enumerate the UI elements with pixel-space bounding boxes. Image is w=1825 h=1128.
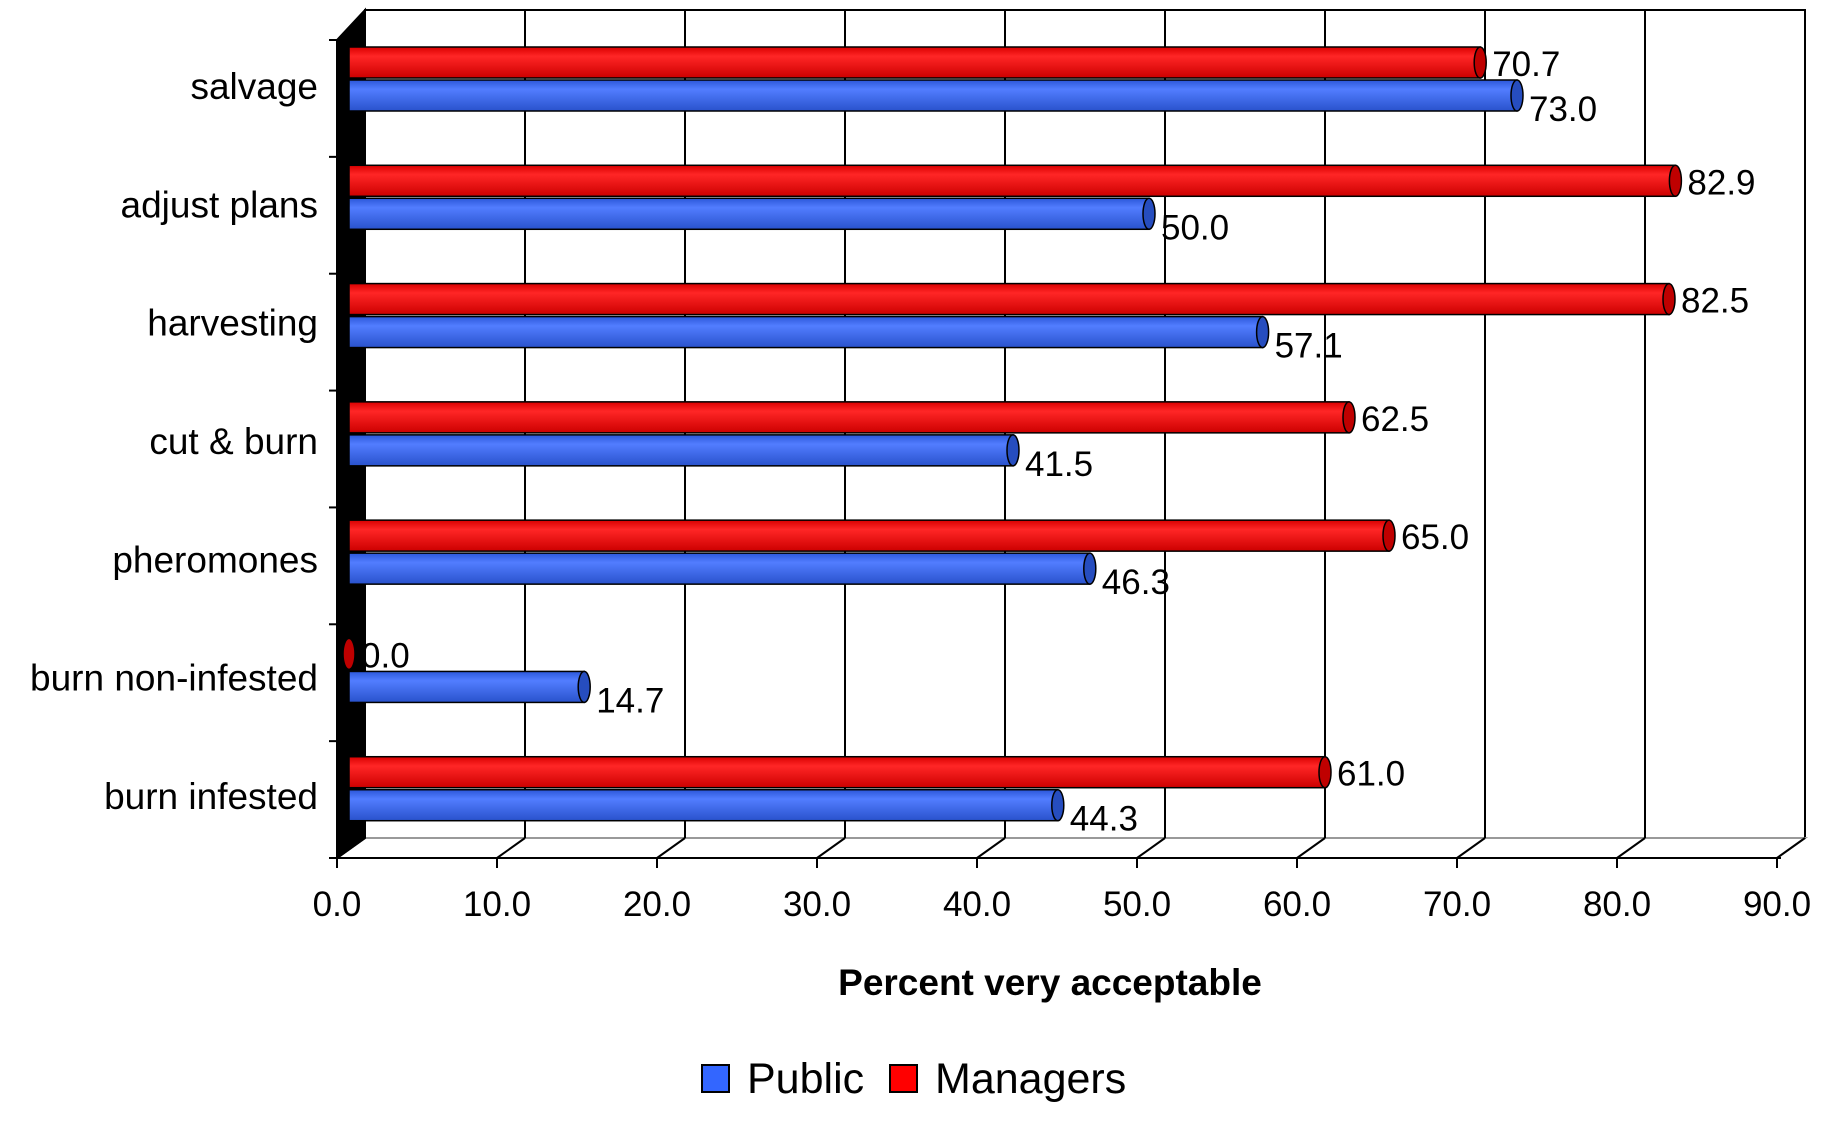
grid-lines	[333, 9, 1809, 859]
x-tick-label: 40.0	[943, 885, 1011, 924]
bar-cap-public	[1142, 197, 1156, 231]
bar-cap-public	[1510, 79, 1524, 112]
bar-public	[348, 788, 1059, 822]
value-label-managers: 82.9	[1687, 163, 1755, 202]
bar-cap-public	[1083, 552, 1097, 585]
bar-managers	[348, 46, 1481, 79]
category-label: harvesting	[147, 303, 318, 344]
floor-gridline	[816, 837, 846, 859]
value-label-managers: 62.5	[1361, 400, 1429, 439]
x-axis-title: Percent very acceptable	[838, 962, 1262, 1003]
bar-public	[348, 552, 1091, 585]
floor-gridline	[1296, 837, 1326, 859]
value-label-managers: 82.5	[1681, 282, 1749, 321]
x-tick-label: 90.0	[1743, 885, 1811, 924]
bar-cap-managers	[1318, 755, 1332, 789]
floor-gridline	[1456, 837, 1486, 859]
value-label-managers: 0.0	[361, 636, 410, 675]
tick-labels: 0.0 10.0 20.0 30.0 40.0 50.0 60.0 70.0 80.0 90.0	[313, 885, 1811, 924]
category-label: burn non-infested	[30, 658, 318, 699]
value-labels: 70.7 73.0 82.9 50.0 82.5 57.1 62.5 41.5 65.0 46.3…	[361, 45, 1756, 839]
x-tick-label: 80.0	[1583, 885, 1651, 924]
bar-public	[348, 197, 1150, 231]
value-label-public: 50.0	[1161, 208, 1229, 247]
legend-label-public: Public	[747, 1055, 864, 1103]
bar-cap-public	[1255, 315, 1270, 349]
bar-cap-managers	[1668, 164, 1683, 198]
x-tick-label: 70.0	[1423, 885, 1491, 924]
x-tick-label: 0.0	[313, 885, 362, 924]
value-label-managers: 65.0	[1401, 518, 1469, 557]
floor-gridline	[656, 837, 686, 859]
value-label-public: 57.1	[1275, 327, 1343, 366]
plot-floor	[333, 837, 1809, 859]
bar-public	[348, 670, 585, 704]
value-label-managers: 61.0	[1337, 755, 1405, 794]
legend: Public Managers	[701, 1055, 1126, 1103]
category-label: adjust plans	[121, 184, 318, 225]
category-labels: salvage adjust plans harvesting cut & burn p…	[30, 66, 318, 817]
x-tick-label: 30.0	[783, 885, 851, 924]
bar-managers	[348, 282, 1670, 316]
x-tick-label: 50.0	[1103, 885, 1171, 924]
category-label: burn infested	[104, 776, 318, 817]
legend-swatch-public	[701, 1064, 730, 1093]
value-label-public: 41.5	[1025, 445, 1093, 484]
value-label-public: 14.7	[596, 681, 664, 720]
floor-gridline	[1776, 837, 1806, 859]
bars	[342, 46, 1683, 822]
bar-cap-managers	[342, 637, 356, 671]
bar-cap-public	[1006, 434, 1020, 467]
bar-public	[348, 79, 1518, 112]
bar-public	[348, 315, 1264, 349]
value-label-public: 73.0	[1529, 90, 1597, 129]
category-label: salvage	[190, 66, 318, 107]
bar-cap-public	[577, 670, 591, 704]
legend-label-managers: Managers	[935, 1055, 1126, 1103]
bar-cap-public	[1051, 788, 1065, 822]
bar-public	[348, 434, 1014, 467]
bar-cap-managers	[1662, 282, 1676, 316]
x-tick-label: 10.0	[463, 885, 531, 924]
x-tick-label: 60.0	[1263, 885, 1331, 924]
value-label-public: 46.3	[1102, 563, 1170, 602]
floor-gridline	[496, 837, 526, 859]
bar-cap-managers	[1382, 519, 1396, 552]
x-tick-label: 20.0	[623, 885, 691, 924]
floor-gridline	[1136, 837, 1166, 859]
bar-managers	[348, 164, 1677, 198]
bar-managers	[348, 755, 1326, 789]
bar-managers	[348, 519, 1390, 552]
floor-gridline	[976, 837, 1006, 859]
bar-managers	[348, 401, 1350, 434]
category-label: pheromones	[112, 539, 318, 580]
category-label: cut & burn	[149, 421, 318, 462]
plot-side-wall	[336, 7, 366, 860]
bar-cap-managers	[1473, 46, 1487, 79]
floor-gridline	[1616, 837, 1646, 859]
value-label-public: 44.3	[1070, 800, 1138, 839]
bar-cap-managers	[1342, 401, 1356, 434]
legend-swatch-managers	[889, 1064, 918, 1093]
value-label-managers: 70.7	[1492, 45, 1560, 84]
